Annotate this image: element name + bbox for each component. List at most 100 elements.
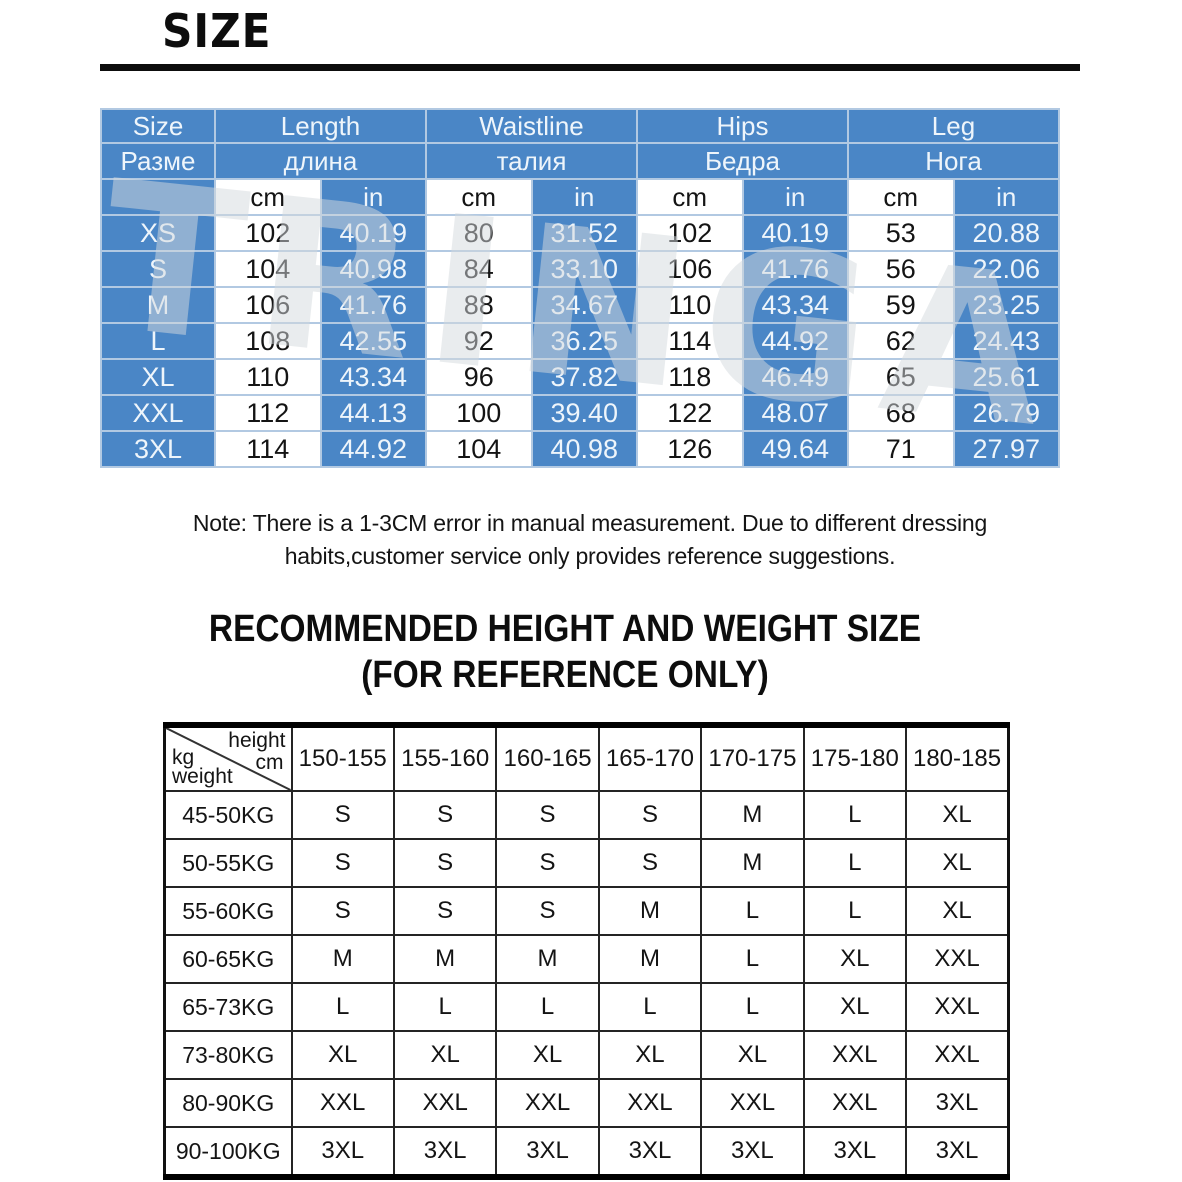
value-cm: 68 xyxy=(849,396,953,430)
recommended-size: S xyxy=(495,790,600,840)
value-cm: 92 xyxy=(427,324,531,358)
recommended-size: 3XL xyxy=(495,1126,600,1178)
recommended-size: 3XL xyxy=(597,1126,703,1178)
measurement-note: Note: There is a 1-3CM error in manual m… xyxy=(100,507,1080,573)
value-cm: 56 xyxy=(849,252,953,286)
value-in: 20.88 xyxy=(954,216,1058,250)
note-line-2: habits,customer service only provides re… xyxy=(284,543,896,569)
size-label: M xyxy=(102,288,214,322)
recommended-size: L xyxy=(802,790,908,840)
value-cm: 88 xyxy=(427,288,531,322)
height-range-header: 165-170 xyxy=(597,724,703,792)
corner-cm-label: cm xyxy=(255,751,284,774)
recommended-size: XXL xyxy=(905,982,1010,1032)
corner-weight-label: weight xyxy=(172,765,233,788)
value-in: 40.98 xyxy=(532,432,636,466)
value-cm: 71 xyxy=(849,432,953,466)
value-cm: 108 xyxy=(216,324,320,358)
recommended-size: S xyxy=(495,838,600,888)
weight-range-label: 90-100KG xyxy=(163,1126,293,1178)
value-cm: 122 xyxy=(638,396,742,430)
measurement-table: Size Length Waistline Hips Leg Разме длина тали… xyxy=(100,108,1060,468)
recommended-size: S xyxy=(597,838,703,888)
weight-row-60-65kg: 60-65KG M M M M L XL XXL xyxy=(163,934,1010,984)
recommendation-heading: RECOMMENDED HEIGHT AND WEIGHT SIZE (FOR … xyxy=(156,606,974,698)
value-cm: 104 xyxy=(427,432,531,466)
recommended-size: XL xyxy=(392,1030,498,1080)
recommended-size: XL xyxy=(802,934,908,984)
unit-in-label: in xyxy=(532,180,636,214)
value-in: 42.55 xyxy=(321,324,425,358)
weight-range-label: 50-55KG xyxy=(163,838,293,888)
weight-row-65-73kg: 65-73KG L L L L L XL XXL xyxy=(163,982,1010,1032)
value-cm: 106 xyxy=(216,288,320,322)
value-cm: 102 xyxy=(638,216,742,250)
recommended-size: XL xyxy=(905,790,1010,840)
recommended-size: L xyxy=(700,934,805,984)
value-in: 41.76 xyxy=(743,252,847,286)
recommended-size: S xyxy=(392,790,498,840)
value-cm: 100 xyxy=(427,396,531,430)
recommended-size: XL xyxy=(700,1030,805,1080)
height-range-header: 160-165 xyxy=(495,724,600,792)
size-label: XXL xyxy=(102,396,214,430)
recommended-size: L xyxy=(597,982,703,1032)
height-range-header: 175-180 xyxy=(802,724,908,792)
value-cm: 53 xyxy=(849,216,953,250)
col-header-ru: Бедра xyxy=(638,144,847,178)
size-row-xl: XL 110 43.34 96 37.82 118 46.49 65 25.61 xyxy=(102,360,1058,394)
weight-range-label: 65-73KG xyxy=(163,982,293,1032)
measurement-table-section: Size Length Waistline Hips Leg Разме длина тали… xyxy=(92,108,1068,490)
value-in: 25.61 xyxy=(954,360,1058,394)
value-in: 48.07 xyxy=(743,396,847,430)
unit-in-label: in xyxy=(954,180,1058,214)
value-cm: 112 xyxy=(216,396,320,430)
value-in: 43.34 xyxy=(743,288,847,322)
value-cm: 80 xyxy=(427,216,531,250)
recommended-size: M xyxy=(392,934,498,984)
page-title: SIZE xyxy=(162,4,272,58)
recommended-size: XXL xyxy=(392,1078,498,1128)
height-range-header: 170-175 xyxy=(700,724,805,792)
corner-header-cell: height cm kg weight xyxy=(163,724,293,792)
value-in: 24.43 xyxy=(954,324,1058,358)
size-label: XL xyxy=(102,360,214,394)
recommended-size: S xyxy=(597,790,703,840)
note-line-1: Note: There is a 1-3CM error in manual m… xyxy=(192,510,988,536)
recommended-size: M xyxy=(495,934,600,984)
unit-cm-label: cm xyxy=(216,180,320,214)
size-row-s: S 104 40.98 84 33.10 106 41.76 56 22.06 xyxy=(102,252,1058,286)
value-in: 34.67 xyxy=(532,288,636,322)
value-in: 33.10 xyxy=(532,252,636,286)
weight-range-label: 45-50KG xyxy=(163,790,293,840)
corner-kg-label: kg xyxy=(172,746,195,769)
heading-line-2: (FOR REFERENCE ONLY) xyxy=(361,654,769,696)
value-cm: 59 xyxy=(849,288,953,322)
recommended-size: XXL xyxy=(802,1030,908,1080)
weight-row-80-90kg: 80-90KG XXL XXL XXL XXL XXL XXL 3XL xyxy=(163,1078,1010,1128)
weight-row-90-100kg: 90-100KG 3XL 3XL 3XL 3XL 3XL 3XL 3XL xyxy=(163,1126,1010,1178)
value-in: 27.97 xyxy=(954,432,1058,466)
heading-line-1: RECOMMENDED HEIGHT AND WEIGHT SIZE xyxy=(208,608,922,650)
recommended-size: S xyxy=(290,886,395,936)
value-cm: 96 xyxy=(427,360,531,394)
recommended-size: 3XL xyxy=(905,1126,1010,1178)
recommended-size: S xyxy=(290,838,395,888)
value-in: 46.49 xyxy=(743,360,847,394)
recommended-size: XXL xyxy=(290,1078,395,1128)
value-in: 40.98 xyxy=(321,252,425,286)
height-weight-table: height cm kg weight 150-155 155-160 160-165 165… xyxy=(163,722,1010,1180)
size-row-m: M 106 41.76 88 34.67 110 43.34 59 23.25 xyxy=(102,288,1058,322)
recommended-size: 3XL xyxy=(290,1126,395,1178)
col-header-en: Leg xyxy=(849,110,1058,142)
recommended-size: L xyxy=(495,982,600,1032)
size-label: L xyxy=(102,324,214,358)
col-header-size-ru: Разме xyxy=(102,144,214,178)
weight-row-73-80kg: 73-80KG XL XL XL XL XL XXL XXL xyxy=(163,1030,1010,1080)
value-in: 41.76 xyxy=(321,288,425,322)
value-cm: 102 xyxy=(216,216,320,250)
recommended-size: S xyxy=(290,790,395,840)
recommended-size: XXL xyxy=(597,1078,703,1128)
value-cm: 62 xyxy=(849,324,953,358)
col-header-en: Waistline xyxy=(427,110,636,142)
